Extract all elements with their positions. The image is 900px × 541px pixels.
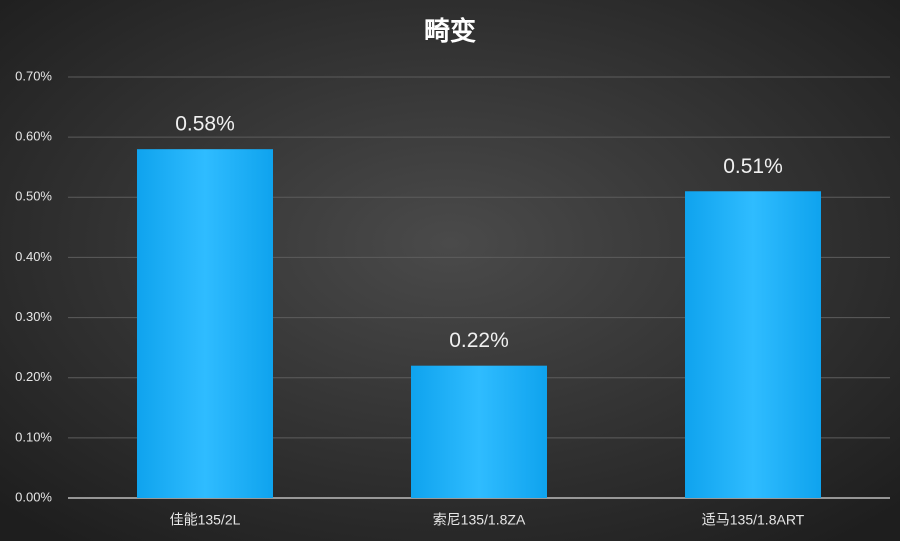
- y-tick-label: 0.00%: [15, 489, 52, 504]
- y-tick-label: 0.40%: [15, 249, 52, 264]
- bar: [137, 149, 273, 498]
- y-tick-label: 0.70%: [15, 68, 52, 83]
- bar: [685, 191, 821, 498]
- y-tick-label: 0.20%: [15, 369, 52, 384]
- y-tick-label: 0.10%: [15, 429, 52, 444]
- value-label: 0.22%: [449, 329, 509, 352]
- value-label: 0.51%: [723, 155, 783, 178]
- value-label: 0.58%: [175, 113, 235, 136]
- x-tick-label: 适马135/1.8ART: [702, 512, 805, 528]
- y-tick-label: 0.30%: [15, 309, 52, 324]
- y-tick-label: 0.60%: [15, 129, 52, 144]
- y-tick-label: 0.50%: [15, 189, 52, 204]
- x-tick-label: 佳能135/2L: [170, 512, 241, 528]
- chart-title: 畸变: [424, 16, 476, 46]
- bar: [411, 365, 547, 498]
- x-tick-label: 索尼135/1.8ZA: [433, 512, 526, 528]
